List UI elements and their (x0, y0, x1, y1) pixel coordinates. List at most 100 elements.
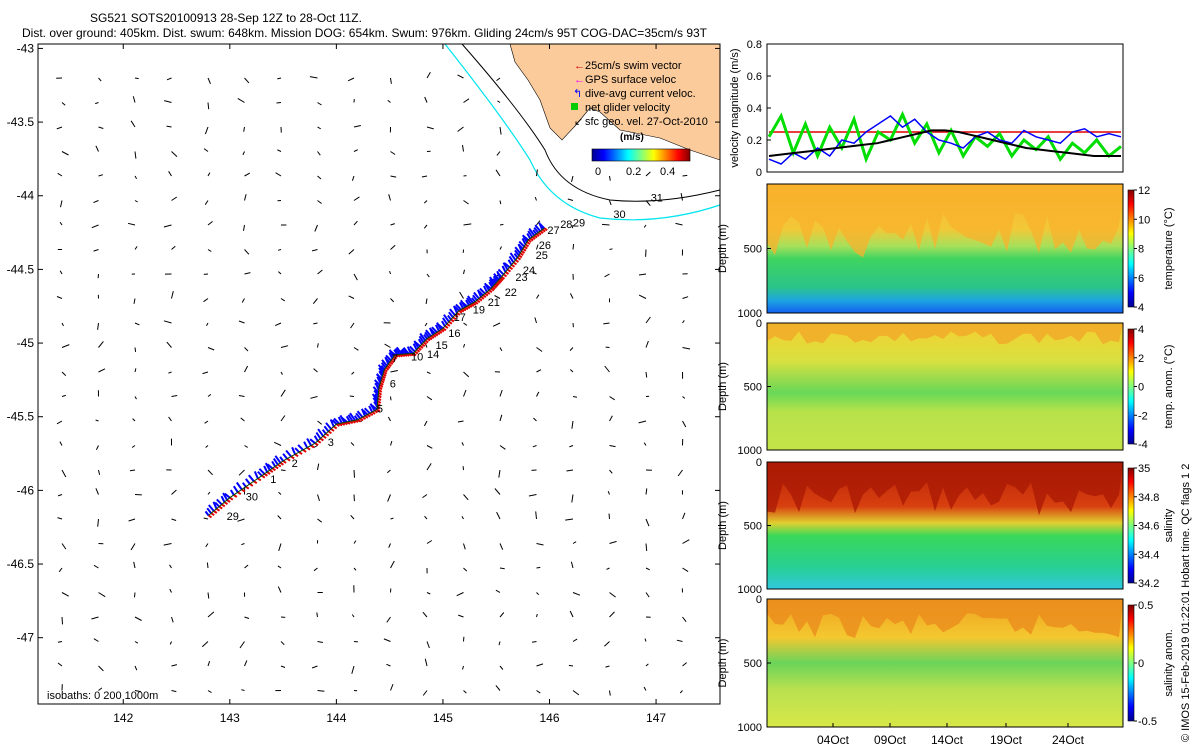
section-ytick-label: 500 (744, 658, 762, 670)
velocity-arrow (207, 249, 212, 252)
velocity-arrow (389, 270, 391, 275)
swim-vector-mark (325, 432, 330, 437)
dive-avg-current-mark (424, 331, 430, 339)
velocity-arrow (244, 347, 249, 352)
velocity-arrow (317, 343, 319, 348)
dive-avg-current-mark (373, 379, 381, 386)
velocity-arrow (244, 172, 251, 177)
velocity-arrow (203, 148, 209, 152)
swim-vector-mark (510, 263, 516, 268)
velocity-arrow (609, 540, 617, 544)
section-upper-layer (767, 599, 1123, 638)
velocity-arrow (426, 396, 433, 401)
velocity-arrow (388, 194, 391, 201)
velocity-arrow (496, 151, 501, 156)
swim-vector-mark (210, 512, 215, 517)
velocity-arrow (679, 690, 683, 694)
velocity-arrow (495, 685, 501, 691)
day-label: 24 (523, 265, 535, 277)
velocity-arrow (243, 126, 245, 132)
velocity-arrow (426, 641, 430, 649)
dive-avg-current-mark (522, 235, 529, 241)
velocity-arrow (244, 445, 248, 448)
velocity-arrow (205, 543, 209, 548)
velocity-arrow (605, 665, 610, 668)
dive-avg-current-mark (489, 276, 496, 285)
velocity-arrow (171, 290, 174, 299)
velocity-arrow (426, 463, 432, 471)
swim-vector-mark (522, 247, 527, 252)
day-label: 6 (390, 378, 396, 390)
velocity-arrow (238, 395, 245, 397)
velocity-arrow (312, 298, 318, 305)
dive-avg-current-mark (229, 489, 235, 496)
colorbar-small-tick-1: 0.2 (626, 166, 641, 178)
velocity-arrow (463, 690, 467, 694)
velocity-arrow (495, 169, 501, 177)
section-xtick-label: 09Oct (874, 733, 907, 747)
swim-vector-mark (421, 343, 426, 348)
dive-avg-current-mark (497, 268, 505, 276)
swim-vector-mark (543, 227, 548, 232)
colorbar-small (591, 148, 691, 162)
swim-vector-mark (322, 435, 327, 439)
dive-avg-current-mark (341, 417, 348, 423)
velocity-ytick-label: 0.4 (747, 103, 762, 115)
isobath-day-label: 31 (651, 193, 663, 205)
section-cbar-tick-label: 34.4 (1138, 549, 1159, 561)
velocity-arrow (277, 586, 282, 593)
velocity-arrow (132, 96, 136, 103)
swim-vector-mark (327, 430, 332, 435)
velocity-line-dive-avg (768, 115, 1122, 165)
velocity-arrow (98, 368, 106, 373)
swim-vector-mark (302, 449, 307, 453)
dive-avg-current-mark (380, 362, 387, 369)
velocity-arrow (317, 151, 321, 156)
swim-vector-mark (391, 357, 396, 362)
map-axis-ticks: 142 143 144 145 146 147-43-43.5-44-44.5-45-45… (7, 41, 720, 725)
day-label: 16 (448, 328, 460, 340)
velocity-arrow (280, 389, 286, 397)
dive-avg-current-mark (423, 334, 428, 340)
dive-avg-current-mark (303, 441, 308, 449)
swim-vector-mark (314, 442, 319, 447)
swim-vector-mark (233, 494, 238, 498)
velocity-arrow (643, 442, 647, 446)
velocity-arrow (353, 540, 357, 544)
swim-vector-mark (379, 381, 384, 386)
velocity-arrow (353, 347, 359, 351)
swim-vector-mark (257, 477, 262, 482)
dive-avg-current-mark (488, 279, 495, 287)
dive-avg-current-mark (317, 428, 324, 437)
velocity-arrow (499, 389, 503, 397)
velocity-arrow (134, 322, 140, 326)
day-label: 10 (411, 352, 423, 364)
dive-avg-current-mark (257, 470, 263, 477)
velocity-arrow (207, 491, 211, 495)
section-ylabel: Depth (m) (717, 639, 729, 688)
swim-vector-mark (379, 384, 384, 388)
dive-avg-current-mark (388, 352, 394, 359)
velocity-arrow (57, 172, 63, 177)
velocity-arrow (353, 149, 359, 152)
velocity-arrow (383, 638, 391, 642)
velocity-arrow (59, 270, 63, 275)
velocity-arrow (536, 391, 540, 397)
velocity-arrow (171, 690, 177, 693)
dive-avg-current-mark (389, 350, 396, 356)
velocity-arrow (536, 613, 538, 618)
velocity-arrow (313, 322, 318, 325)
velocity-arrow (280, 371, 283, 375)
velocity-arrow (134, 246, 138, 250)
velocity-arrow (424, 515, 428, 520)
velocity-panel: 0 0.2 0.4 0.6 0.8 velocity magnitude (m/s) (729, 39, 1124, 179)
dive-avg-current-mark (242, 482, 247, 488)
dive-avg-current-mark (395, 346, 403, 355)
velocity-arrow (91, 616, 99, 620)
velocity-arrow (422, 494, 428, 499)
velocity-arrow (59, 221, 63, 226)
dive-avg-current-mark (208, 504, 215, 512)
dive-avg-current-mark (532, 229, 538, 235)
velocity-arrow (604, 273, 610, 278)
